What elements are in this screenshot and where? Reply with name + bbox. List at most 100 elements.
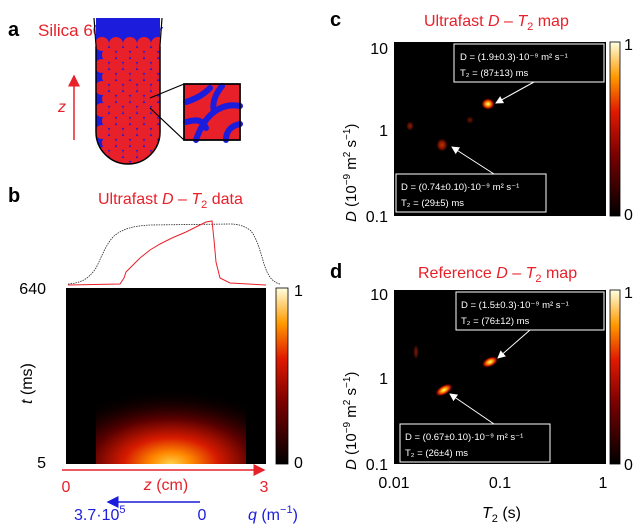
silica-bead	[96, 81, 109, 95]
panel-d-x-label-unit: (s)	[498, 505, 521, 522]
silica-bead	[144, 114, 158, 128]
silica-bead	[130, 92, 144, 106]
panel-d-title-sub: 2	[535, 273, 541, 285]
panel-d-letter: d	[330, 261, 342, 283]
silica-bead	[144, 70, 158, 84]
panel-d-colorbar-min: 0	[624, 457, 633, 474]
panel-c-peak-1	[481, 98, 495, 110]
silica-bead	[96, 147, 109, 161]
silica-bead	[144, 48, 158, 62]
panel-d-x-label-sub: 2	[492, 513, 498, 524]
panel-b-q-label: q (m−1)	[248, 504, 298, 524]
tube-rim-right	[159, 17, 163, 47]
panel-c-peak-3	[406, 121, 414, 131]
panel-d-arrow-2	[449, 393, 495, 425]
panel-d-y-label: D (10−9 m2 s−1)	[342, 372, 360, 470]
silica-bead	[116, 158, 130, 164]
silica-bead	[151, 37, 160, 51]
panel-d-peak-1	[481, 356, 499, 368]
panel-c-peak-4	[466, 116, 474, 124]
panel-b-title-sub: 2	[201, 199, 207, 211]
silica-bead	[123, 103, 137, 117]
zoom-line-bottom	[149, 107, 185, 141]
silica-bead	[151, 103, 160, 117]
panel-d-annotation-2-line2: T₂ = (26±4) ms	[405, 448, 468, 459]
panel-c-title-sub: 2	[527, 21, 533, 33]
panel-a: a Silica 60 + water z	[8, 17, 243, 165]
panel-d-peak-2	[434, 383, 454, 397]
silica-bead	[144, 158, 158, 164]
panel-b-y-tick-top: 640	[19, 281, 46, 298]
silica-bead	[123, 125, 137, 139]
panel-d-y-label-open: (10	[343, 433, 360, 459]
silica-bead	[116, 92, 130, 106]
panel-d-title-D: D	[496, 265, 508, 282]
zoom-line-top	[149, 83, 185, 99]
panel-d-annotation-2	[399, 423, 551, 463]
panel-c-title-dash: –	[500, 13, 518, 30]
panel-d-y-label-m: m	[343, 405, 360, 422]
panel-b-x-tick-left: 0	[62, 479, 71, 496]
silica-bead	[102, 136, 116, 150]
panel-d-annotation-1-line2: T₂ = (76±12) ms	[461, 316, 530, 327]
panel-d-x-tick-01: 0.1	[489, 475, 511, 492]
panel-c-letter: c	[330, 9, 341, 31]
panel-d-annotation-1-line1: D = (1.5±0.3)·10⁻⁹ m² s⁻¹	[461, 300, 569, 311]
panel-c-arrow-2	[451, 146, 495, 175]
tube-rim-left	[93, 17, 97, 47]
silica-bead	[151, 125, 160, 139]
silica-bead	[96, 125, 109, 139]
silica-bead	[130, 48, 144, 62]
panel-b-x-label: z (cm)	[143, 477, 188, 494]
panel-d-title-suffix: map	[542, 265, 578, 282]
panel-c-annotation-1-line2: T₂ = (87±13) ms	[460, 68, 529, 79]
panel-d-title-dash: –	[508, 265, 526, 282]
panel-d-title-T: T	[526, 265, 537, 282]
silica-bead	[102, 92, 116, 106]
panel-d-y-tick-01: 0.1	[366, 457, 388, 474]
silica-bead	[109, 81, 123, 95]
silica-bead	[102, 114, 116, 128]
panel-b-title-suffix: data	[207, 191, 243, 208]
panel-d-y-label-close: )	[343, 372, 360, 377]
panel-d-annotation-2-line1: D = (0.67±0.10)·10⁻⁹ m² s⁻¹	[405, 432, 523, 443]
panel-b-q-label-exp: −1	[280, 504, 293, 516]
panel-d-arrow-1	[497, 329, 531, 359]
panel-b-q-label-close: )	[293, 507, 298, 524]
panel-b-q-tick-left: 3.7·105	[74, 504, 126, 524]
silica-bead	[96, 59, 109, 73]
panel-c-y-tick-1: 1	[379, 123, 388, 140]
panel-b-x-label-unit: (cm)	[152, 477, 188, 494]
panel-d: d Reference D – T2 map D = (1.5±0.3)·10⁻…	[330, 261, 633, 524]
silica-bead	[123, 59, 137, 73]
silica-bead	[151, 147, 160, 161]
panel-d-title: Reference D – T2 map	[418, 265, 577, 285]
silica-bead	[109, 37, 123, 51]
silica-bead	[109, 125, 123, 139]
panel-d-colorbar-max: 1	[624, 285, 633, 302]
panel-b-y-label: t (ms)	[19, 363, 36, 404]
panel-c-y-label-s: s	[343, 140, 360, 152]
panel-c-y-label-s-exp: −1	[342, 128, 353, 140]
panel-d-peak-3	[413, 344, 419, 360]
panel-d-y-label-s: s	[343, 388, 360, 400]
silica-bead	[144, 136, 158, 150]
panel-c-arrow-1	[495, 81, 535, 104]
panel-c-y-label-exp: −9	[342, 173, 353, 185]
panel-c-y-label-m-exp: 2	[342, 151, 353, 157]
svg-text:D (10−9 m2 s−1): D (10−9 m2 s−1)	[342, 372, 360, 470]
panel-b-title: Ultrafast D – T2 data	[98, 191, 243, 211]
panel-c: c Ultrafast D – T2 map D = (1.9±0.3)·10⁻…	[330, 9, 633, 226]
silica-bead	[109, 147, 123, 161]
silica-bead	[151, 81, 160, 95]
panel-b-q-label-unit: (m	[257, 507, 280, 524]
panel-b-letter: b	[8, 185, 20, 207]
panel-b-colorbar-min: 0	[294, 455, 303, 472]
silica-bead	[137, 37, 151, 51]
panel-d-y-tick-1: 1	[379, 371, 388, 388]
silica-bead	[130, 70, 144, 84]
panel-b-x-label-z: z	[143, 477, 152, 494]
silica-bead	[116, 114, 130, 128]
panel-c-y-label: D (10−9 m2 s−1)	[342, 124, 360, 222]
panel-b-q-tick-left-exp: 5	[119, 504, 125, 516]
